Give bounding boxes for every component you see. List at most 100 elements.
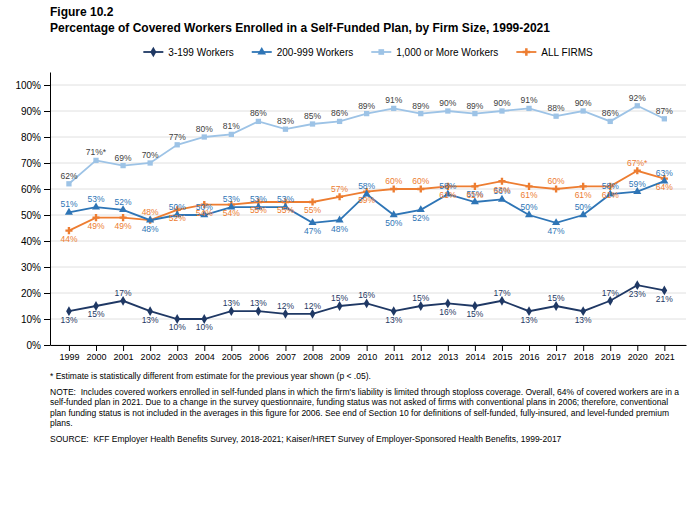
data-label: 50%	[521, 202, 538, 212]
tick-mark	[150, 345, 151, 351]
data-label: 50%	[575, 202, 592, 212]
tick-label: 2003	[168, 352, 188, 362]
tick-label: 90%	[21, 106, 41, 117]
x-tick: 2010	[357, 345, 377, 362]
data-label: 89%	[412, 101, 429, 111]
tick-label: 100%	[15, 80, 41, 91]
data-label: 69%	[115, 153, 132, 163]
tick-label: 40%	[21, 236, 41, 247]
marker	[336, 216, 344, 223]
marker	[635, 103, 640, 108]
x-tick: 2006	[249, 345, 269, 362]
y-tick: 70%	[21, 158, 50, 169]
marker	[472, 111, 477, 116]
data-label: 86%	[250, 108, 267, 118]
tick-label: 1999	[59, 352, 79, 362]
marker	[634, 167, 641, 174]
tick-mark	[44, 215, 50, 216]
data-label: 17%	[115, 288, 132, 298]
grid-line	[50, 267, 686, 268]
data-label: 12%	[304, 301, 321, 311]
x-tick: 2001	[114, 345, 134, 362]
y-tick: 100%	[15, 80, 50, 91]
tick-label: 2006	[249, 352, 269, 362]
y-tick: 60%	[21, 184, 50, 195]
data-label: 91%	[521, 95, 538, 105]
tick-label: 70%	[21, 158, 41, 169]
data-label: 13%	[385, 315, 402, 325]
data-label: 86%	[331, 108, 348, 118]
data-label: 53%	[88, 194, 105, 204]
data-label: 48%	[142, 207, 159, 217]
tick-label: 2014	[465, 352, 485, 362]
legend-marker	[378, 49, 384, 55]
data-label: 15%	[466, 309, 483, 319]
data-label: 23%	[629, 289, 646, 299]
tick-label: 2000	[86, 352, 106, 362]
tick-mark	[529, 345, 530, 351]
tick-mark	[69, 345, 70, 351]
x-tick: 2016	[520, 345, 540, 362]
y-tick: 40%	[21, 236, 50, 247]
legend: 3-199 Workers200-999 Workers1,000 or Mor…	[143, 47, 593, 58]
data-label: 89%	[466, 101, 483, 111]
data-label: 61%	[602, 190, 619, 200]
data-label: 60%	[385, 176, 402, 186]
chart: Figure 10.2Percentage of Covered Workers…	[0, 0, 698, 525]
series	[66, 103, 667, 186]
tick-mark	[637, 345, 638, 351]
marker	[283, 127, 288, 132]
tick-mark	[44, 319, 50, 320]
x-tick: 2017	[547, 345, 567, 362]
data-label: 52%	[115, 197, 132, 207]
marker	[66, 181, 71, 186]
data-label: 12%	[277, 301, 294, 311]
tick-label: 30%	[21, 262, 41, 273]
x-tick: 2014	[465, 345, 485, 362]
tick-mark	[44, 267, 50, 268]
tick-mark	[421, 345, 422, 351]
data-label: 59%	[629, 179, 646, 189]
tick-mark	[475, 345, 476, 351]
tick-mark	[610, 345, 611, 351]
tick-mark	[367, 345, 368, 351]
line	[69, 106, 664, 184]
marks	[65, 103, 668, 324]
tick-label: 2007	[276, 352, 296, 362]
data-label: 86%	[602, 108, 619, 118]
data-label: 13%	[223, 298, 240, 308]
data-label: 15%	[412, 293, 429, 303]
tick-mark	[44, 85, 50, 86]
data-label: 53%	[250, 194, 267, 204]
data-label: 71%*	[86, 147, 107, 157]
tick-mark	[44, 137, 50, 138]
data-label: 80%	[196, 124, 213, 134]
data-label: 52%	[412, 213, 429, 223]
tick-label: 2020	[628, 352, 648, 362]
legend-label: 1,000 or More Workers	[396, 47, 498, 58]
legend-label: 3-199 Workers	[168, 47, 233, 58]
data-label: 13%	[60, 315, 77, 325]
tick-mark	[231, 345, 232, 351]
tick-label: 2018	[574, 352, 594, 362]
data-label: 77%	[169, 132, 186, 142]
data-label: 17%	[602, 288, 619, 298]
tick-mark	[44, 345, 50, 346]
data-label: 87%	[656, 106, 673, 116]
y-tick: 30%	[21, 262, 50, 273]
data-label: 55%	[250, 205, 267, 215]
marker	[526, 106, 531, 111]
grid-line	[50, 85, 686, 86]
x-tick: 2013	[438, 345, 458, 362]
data-label: 48%	[142, 224, 159, 234]
marker	[93, 158, 98, 163]
marker	[202, 134, 207, 139]
marker	[581, 108, 586, 113]
tick-mark	[340, 345, 341, 351]
data-label: 61%	[466, 190, 483, 200]
marker	[662, 116, 667, 121]
data-label: 62%	[60, 171, 77, 181]
tick-mark	[44, 241, 50, 242]
data-label: 55%	[304, 205, 321, 215]
tick-mark	[583, 345, 584, 351]
